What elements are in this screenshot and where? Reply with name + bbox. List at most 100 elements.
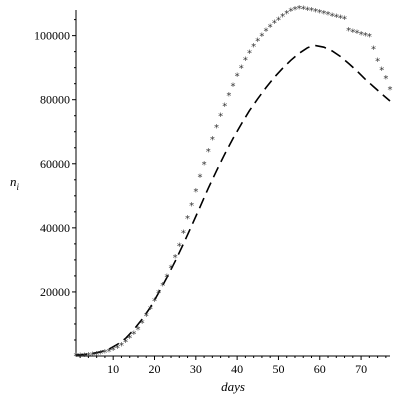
data-point: * — [164, 273, 169, 284]
data-point: * — [107, 347, 112, 358]
data-point: * — [251, 42, 256, 53]
data-point: * — [297, 4, 302, 15]
data-point: * — [119, 341, 124, 352]
data-point: * — [313, 7, 318, 18]
data-point: * — [185, 214, 190, 225]
data-point: * — [239, 64, 244, 75]
data-point: * — [268, 22, 273, 33]
x-tick-label: 20 — [149, 362, 161, 376]
data-point: * — [383, 74, 388, 85]
data-point: * — [189, 201, 194, 212]
data-point: * — [342, 15, 347, 26]
data-point: * — [284, 9, 289, 20]
data-point: * — [115, 343, 120, 354]
data-point: * — [359, 30, 364, 41]
data-point: * — [94, 350, 99, 361]
model-curve — [75, 44, 391, 356]
data-point: * — [280, 12, 285, 23]
data-point: * — [156, 289, 161, 300]
data-point: * — [330, 11, 335, 22]
x-tick-label: 60 — [314, 362, 326, 376]
y-axis-title-sub: i — [17, 182, 20, 192]
data-point: * — [82, 351, 87, 362]
data-point: * — [226, 91, 231, 102]
data-point: * — [338, 13, 343, 24]
y-tick-label: 60000 — [40, 157, 70, 171]
model-series — [75, 44, 391, 356]
data-point: * — [90, 351, 95, 362]
x-tick-label: 30 — [190, 362, 202, 376]
data-point: * — [160, 281, 165, 292]
data-point: * — [231, 81, 236, 92]
data-point: * — [135, 325, 140, 336]
data-point: * — [152, 297, 157, 308]
data-point: * — [243, 55, 248, 66]
y-tick-label: 100000 — [34, 29, 70, 43]
x-tick-label: 70 — [355, 362, 367, 376]
data-point: * — [74, 352, 79, 363]
data-point: * — [309, 6, 314, 17]
data-point: * — [210, 135, 215, 146]
data-point: * — [140, 318, 145, 329]
data-point: * — [197, 173, 202, 184]
data-point: * — [127, 334, 132, 345]
data-point: * — [301, 4, 306, 15]
data-point: * — [111, 345, 116, 356]
data-point: * — [272, 18, 277, 29]
data-point: * — [235, 72, 240, 83]
data-point: * — [218, 112, 223, 123]
data-point: * — [78, 352, 83, 363]
data-point: * — [367, 32, 372, 43]
data-point: * — [173, 253, 178, 264]
data-point: * — [375, 57, 380, 68]
y-tick-label: 20000 — [40, 285, 70, 299]
data-point: * — [98, 349, 103, 360]
data-point: * — [305, 5, 310, 16]
x-axis-title: days — [221, 379, 245, 394]
x-tick-label: 50 — [272, 362, 284, 376]
data-point: * — [259, 31, 264, 42]
data-point: * — [292, 5, 297, 16]
data-point: * — [321, 9, 326, 20]
data-point: * — [247, 49, 252, 60]
data-point: * — [379, 65, 384, 76]
data-point: * — [144, 311, 149, 322]
data-point: * — [222, 101, 227, 112]
data-point: * — [131, 330, 136, 341]
data-point: * — [193, 187, 198, 198]
data-point: * — [177, 241, 182, 252]
y-axis-title-main: n — [10, 174, 17, 189]
data-point: * — [288, 7, 293, 18]
data-point: * — [334, 12, 339, 23]
data-point: * — [255, 36, 260, 47]
data-point: * — [276, 15, 281, 26]
data-point: * — [317, 8, 322, 19]
data-point: * — [371, 44, 376, 55]
data-point: * — [202, 160, 207, 171]
y-axis-title: ni — [10, 174, 20, 192]
data-point: * — [354, 29, 359, 40]
axes — [75, 10, 390, 357]
data-point: * — [350, 27, 355, 38]
data-point: * — [148, 304, 153, 315]
data-point: * — [181, 228, 186, 239]
x-tick-label: 10 — [107, 362, 119, 376]
y-tick-label: 80000 — [40, 93, 70, 107]
data-point: * — [363, 31, 368, 42]
data-point: * — [86, 351, 91, 362]
data-point: * — [264, 27, 269, 38]
ticks: 10 20 30 40 50 60 70 20000 40000 60000 80000 100000 — [34, 19, 387, 376]
data-point: * — [346, 26, 351, 37]
data-point: * — [102, 348, 107, 359]
observed-series: * * * * * * * * * * * * * * * *************************… — [74, 4, 393, 363]
data-point: * — [206, 147, 211, 158]
data-point: * — [169, 263, 174, 274]
data-point: * — [123, 338, 128, 349]
data-point: * — [214, 123, 219, 134]
data-point: * — [326, 10, 331, 21]
x-tick-label: 40 — [231, 362, 243, 376]
data-point: * — [388, 85, 393, 96]
y-tick-label: 40000 — [40, 221, 70, 235]
